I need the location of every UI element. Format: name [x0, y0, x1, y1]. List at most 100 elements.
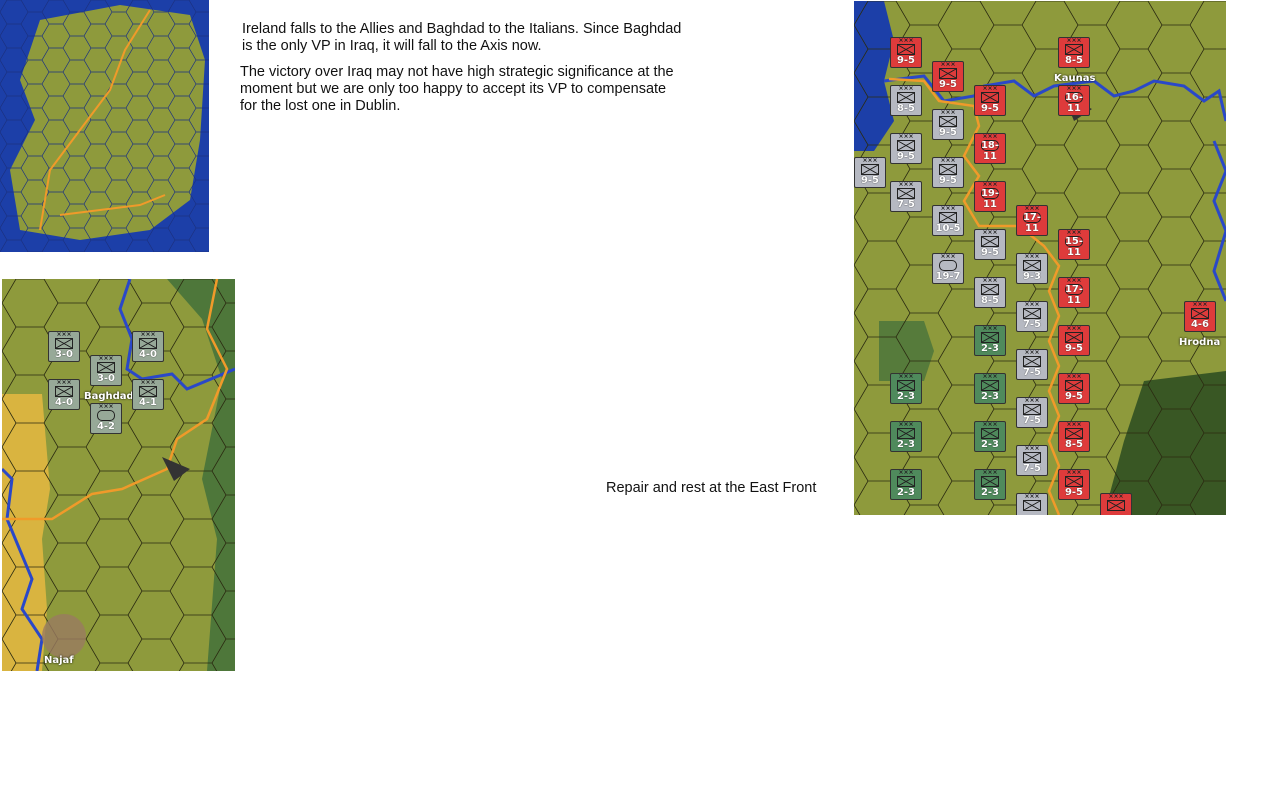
unit-size-icon: ×××	[56, 379, 72, 386]
unit-counter[interactable]: ××× 15-11	[1058, 229, 1090, 260]
unit-size-icon: ×××	[982, 181, 998, 188]
unit-counter[interactable]: ×××	[1100, 493, 1132, 515]
unit-counter[interactable]: ××× 7-5	[1016, 349, 1048, 380]
unit-size-icon: ×××	[1066, 469, 1082, 476]
unit-counter[interactable]: ××× 7-5	[890, 181, 922, 212]
unit-strength-label: 9-5	[896, 55, 916, 66]
infantry-symbol-icon	[897, 188, 915, 199]
unit-counter[interactable]: ××× 8-5	[890, 85, 922, 116]
unit-counter[interactable]: ××× 9-5	[1058, 469, 1090, 500]
unit-counter[interactable]: ××× 2-3	[974, 469, 1006, 500]
unit-strength-label: 19-7	[935, 271, 961, 282]
unit-counter[interactable]: ××× 2-3	[974, 421, 1006, 452]
unit-counter[interactable]: ××× 9-5	[1058, 373, 1090, 404]
unit-size-icon: ×××	[982, 85, 998, 92]
unit-counter[interactable]: ××× 9-5	[932, 61, 964, 92]
unit-counter[interactable]: ××× 4-6	[1184, 301, 1216, 332]
unit-counter[interactable]: ××× 4-2	[90, 403, 122, 434]
unit-size-icon: ×××	[940, 253, 956, 260]
text-line: for the lost one in Dublin.	[240, 98, 401, 114]
unit-counter[interactable]: ××× 8-5	[974, 277, 1006, 308]
unit-size-icon: ×××	[982, 373, 998, 380]
infantry-symbol-icon	[1065, 428, 1083, 439]
infantry-symbol-icon	[981, 92, 999, 103]
infantry-symbol-icon	[1065, 380, 1083, 391]
unit-size-icon: ×××	[98, 403, 114, 410]
unit-counter[interactable]: ××× 3-0	[48, 331, 80, 362]
unit-counter[interactable]: ××× 4-0	[48, 379, 80, 410]
infantry-symbol-icon	[939, 212, 957, 223]
unit-counter[interactable]: ××× 4-1	[132, 379, 164, 410]
unit-size-icon: ×××	[1066, 37, 1082, 44]
unit-counter[interactable]: ××× 9-5	[974, 229, 1006, 260]
unit-strength-label: 4-0	[54, 397, 74, 408]
unit-counter[interactable]: ××× 2-3	[974, 325, 1006, 356]
unit-counter[interactable]: ××× 2-3	[974, 373, 1006, 404]
infantry-symbol-icon	[939, 116, 957, 127]
unit-counter[interactable]: ×××	[1016, 493, 1048, 515]
unit-strength-label: 3-0	[96, 373, 116, 384]
unit-counter[interactable]: ××× 7-5	[1016, 301, 1048, 332]
unit-counter[interactable]: ××× 7-5	[1016, 445, 1048, 476]
unit-counter[interactable]: ××× 9-5	[974, 85, 1006, 116]
unit-counter[interactable]: ××× 16-11	[1058, 85, 1090, 116]
unit-strength-label: 2-3	[896, 487, 916, 498]
unit-strength-label: 9-5	[980, 103, 1000, 114]
infantry-symbol-icon	[1023, 260, 1041, 271]
unit-counter[interactable]: ××× 10-5	[932, 205, 964, 236]
unit-strength-label: 15-11	[1064, 236, 1084, 258]
unit-size-icon: ×××	[1108, 493, 1124, 500]
armor-symbol-icon	[1065, 236, 1083, 247]
unit-strength-label: 7-5	[1022, 415, 1042, 426]
unit-counter[interactable]: ××× 2-3	[890, 421, 922, 452]
unit-counter[interactable]: ××× 3-0	[90, 355, 122, 386]
unit-strength-label: 2-3	[980, 391, 1000, 402]
unit-size-icon: ×××	[898, 37, 914, 44]
unit-strength-label: 9-5	[896, 151, 916, 162]
unit-counter[interactable]: ××× 9-5	[932, 157, 964, 188]
unit-strength-label: 9-5	[938, 79, 958, 90]
unit-counter[interactable]: ××× 9-5	[932, 109, 964, 140]
unit-counter[interactable]: ××× 2-3	[890, 373, 922, 404]
infantry-symbol-icon	[1065, 44, 1083, 55]
unit-counter[interactable]: ××× 19-11	[974, 181, 1006, 212]
unit-size-icon: ×××	[940, 61, 956, 68]
unit-counter[interactable]: ××× 9-3	[1016, 253, 1048, 284]
unit-size-icon: ×××	[982, 277, 998, 284]
unit-size-icon: ×××	[1024, 397, 1040, 404]
unit-counter[interactable]: ××× 17-11	[1016, 205, 1048, 236]
unit-strength-label: 4-0	[138, 349, 158, 360]
unit-counter[interactable]: ××× 9-5	[890, 37, 922, 68]
infantry-symbol-icon	[981, 428, 999, 439]
unit-strength-label: 7-5	[1022, 463, 1042, 474]
infantry-symbol-icon	[55, 386, 73, 397]
unit-strength-label: 4-1	[138, 397, 158, 408]
unit-size-icon: ×××	[98, 355, 114, 362]
unit-counter[interactable]: ××× 18-11	[974, 133, 1006, 164]
unit-counter[interactable]: ××× 4-0	[132, 331, 164, 362]
unit-counter[interactable]: ××× 2-3	[890, 469, 922, 500]
unit-strength-label: 9-5	[1064, 391, 1084, 402]
unit-counter[interactable]: ××× 9-5	[890, 133, 922, 164]
unit-counter[interactable]: ××× 7-5	[1016, 397, 1048, 428]
unit-counter[interactable]: ××× 9-5	[1058, 325, 1090, 356]
armor-symbol-icon	[939, 260, 957, 271]
unit-size-icon: ×××	[862, 157, 878, 164]
infantry-symbol-icon	[1023, 404, 1041, 415]
unit-counter[interactable]: ××× 9-5	[854, 157, 886, 188]
unit-strength-label: 9-5	[980, 247, 1000, 258]
infantry-symbol-icon	[897, 380, 915, 391]
unit-counter[interactable]: ××× 17-11	[1058, 277, 1090, 308]
unit-size-icon: ×××	[1192, 301, 1208, 308]
unit-strength-label: 16-11	[1064, 92, 1084, 114]
unit-counter[interactable]: ××× 8-5	[1058, 421, 1090, 452]
unit-counter[interactable]: ××× 8-5	[1058, 37, 1090, 68]
infantry-symbol-icon	[55, 338, 73, 349]
unit-strength-label: 17-11	[1022, 212, 1042, 234]
armor-symbol-icon	[1065, 92, 1083, 103]
unit-size-icon: ×××	[982, 133, 998, 140]
unit-strength-label: 8-5	[980, 295, 1000, 306]
unit-size-icon: ×××	[898, 181, 914, 188]
unit-counter[interactable]: ××× 19-7	[932, 253, 964, 284]
infantry-symbol-icon	[897, 428, 915, 439]
